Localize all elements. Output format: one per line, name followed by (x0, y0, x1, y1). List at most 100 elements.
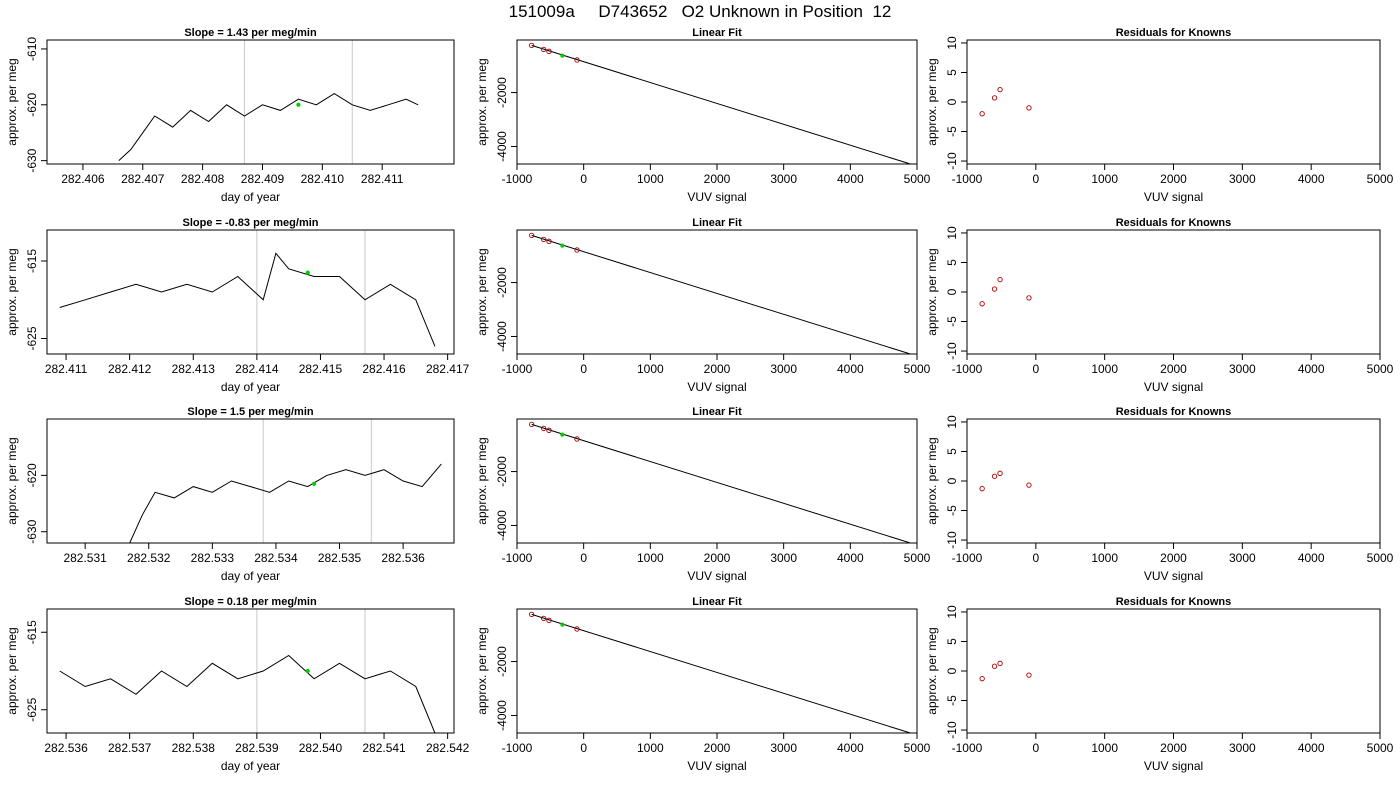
x-tick-label: 0 (580, 551, 587, 565)
series-line (59, 654, 436, 733)
series-line (59, 252, 436, 347)
x-tick-label: -1000 (952, 172, 983, 186)
page-title: 151009a D743652 O2 Unknown in Position 1… (508, 2, 892, 21)
plot-area (59, 252, 436, 347)
x-tick-label: 2000 (704, 362, 731, 376)
highlight-point (560, 53, 565, 58)
x-axis-label: VUV signal (687, 190, 746, 204)
plot-frame (966, 229, 1381, 355)
chart-panel: Slope = 1.43 per meg/min 282.406 282.407 28… (5, 27, 455, 204)
plot-frame (516, 418, 918, 544)
y-axis-label: approx. per meg (5, 627, 19, 714)
x-tick-label: 282.536 (381, 551, 425, 565)
x-tick-label: 3000 (1229, 362, 1256, 376)
data-point (991, 663, 998, 669)
x-tick-label: 0 (1032, 172, 1039, 186)
series-line (129, 463, 442, 543)
x-tick-label: -1000 (502, 551, 533, 565)
data-point (574, 247, 580, 253)
plot-area (129, 463, 442, 543)
y-tick-label: -2000 (495, 456, 509, 487)
fit-line (531, 44, 911, 164)
chart-panel: Linear Fit -1000 0 1000 2000 3000 4000 5000 -400… (475, 406, 931, 583)
plot-area (979, 276, 1032, 307)
x-tick-label: 4000 (837, 551, 864, 565)
x-tick-label: 3000 (1229, 172, 1256, 186)
y-tick-label: -4000 (495, 510, 509, 541)
y-tick-label: -630 (25, 519, 39, 543)
x-tick-label: 4000 (1298, 741, 1325, 755)
y-tick-label: -10 (945, 721, 959, 739)
chart-title: Linear Fit (692, 217, 742, 229)
chart-title: Residuals for Knowns (1116, 596, 1232, 608)
series-line (118, 93, 419, 161)
y-tick-label: 0 (945, 667, 959, 674)
data-point (546, 427, 552, 433)
x-tick-label: 282.533 (191, 551, 235, 565)
x-tick-label: 3000 (1229, 551, 1256, 565)
data-point (991, 473, 998, 479)
x-tick-label: 1000 (637, 741, 664, 755)
y-tick-label: -620 (25, 92, 39, 116)
data-point (997, 470, 1003, 476)
y-tick-label: 10 (945, 36, 959, 50)
x-tick-label: 282.535 (318, 551, 362, 565)
x-tick-label: 4000 (837, 172, 864, 186)
data-point (991, 286, 998, 292)
x-axis-label: day of year (221, 759, 280, 773)
highlight-point (560, 432, 565, 437)
highlight-point (560, 622, 565, 627)
chart-panel: Slope = 1.5 per meg/min 282.531 282.532 282… (5, 406, 455, 583)
x-tick-label: 282.410 (301, 172, 345, 186)
y-tick-label: 0 (945, 288, 959, 295)
x-tick-label: 282.531 (63, 551, 107, 565)
x-tick-label: 282.409 (241, 172, 285, 186)
x-tick-label: -1000 (952, 741, 983, 755)
x-axis-label: VUV signal (687, 380, 746, 394)
x-tick-label: 1000 (637, 551, 664, 565)
y-tick-label: -2000 (495, 267, 509, 298)
y-tick-label: -615 (25, 249, 39, 273)
plot-frame (966, 418, 1381, 544)
x-tick-label: 282.407 (121, 172, 165, 186)
x-tick-label: 5000 (904, 362, 931, 376)
y-tick-label: -615 (25, 620, 39, 644)
plot-frame (46, 39, 455, 165)
y-axis-label: approx. per meg (925, 627, 939, 714)
x-tick-label: 3000 (770, 741, 797, 755)
y-tick-label: 10 (945, 415, 959, 429)
chart-panel: Residuals for Knowns -1000 0 1000 2000 3000 40… (925, 27, 1394, 204)
plot-frame (46, 418, 455, 544)
plot-frame (516, 608, 918, 734)
x-tick-label: 3000 (1229, 741, 1256, 755)
y-tick-label: 0 (945, 98, 959, 105)
chart-title: Residuals for Knowns (1116, 27, 1232, 39)
data-point (997, 276, 1003, 283)
x-axis-label: day of year (221, 569, 280, 583)
x-tick-label: 282.417 (426, 362, 470, 376)
y-tick-label: -625 (25, 326, 39, 350)
y-tick-label: -10 (945, 152, 959, 170)
data-point (979, 486, 985, 492)
y-tick-label: 10 (945, 605, 959, 619)
x-axis-label: VUV signal (1144, 380, 1203, 394)
plot-area (529, 42, 911, 164)
y-tick-label: 5 (945, 69, 959, 76)
plot-area (118, 93, 419, 161)
fit-line (531, 423, 911, 543)
data-point (997, 660, 1003, 666)
data-point (541, 46, 547, 53)
x-tick-label: 282.414 (235, 362, 279, 376)
fit-line (531, 613, 911, 733)
x-tick-label: 1000 (1091, 172, 1118, 186)
plot-area (59, 654, 436, 733)
y-axis-label: approx. per meg (925, 58, 939, 145)
x-tick-label: 5000 (904, 551, 931, 565)
y-tick-label: -5 (945, 316, 959, 327)
y-axis-label: approx. per meg (475, 627, 489, 714)
y-tick-label: -10 (945, 342, 959, 360)
chart-title: Slope = 1.5 per meg/min (187, 406, 314, 418)
y-axis-label: approx. per meg (5, 58, 19, 145)
y-tick-label: -5 (945, 695, 959, 706)
plot-frame (966, 39, 1381, 165)
